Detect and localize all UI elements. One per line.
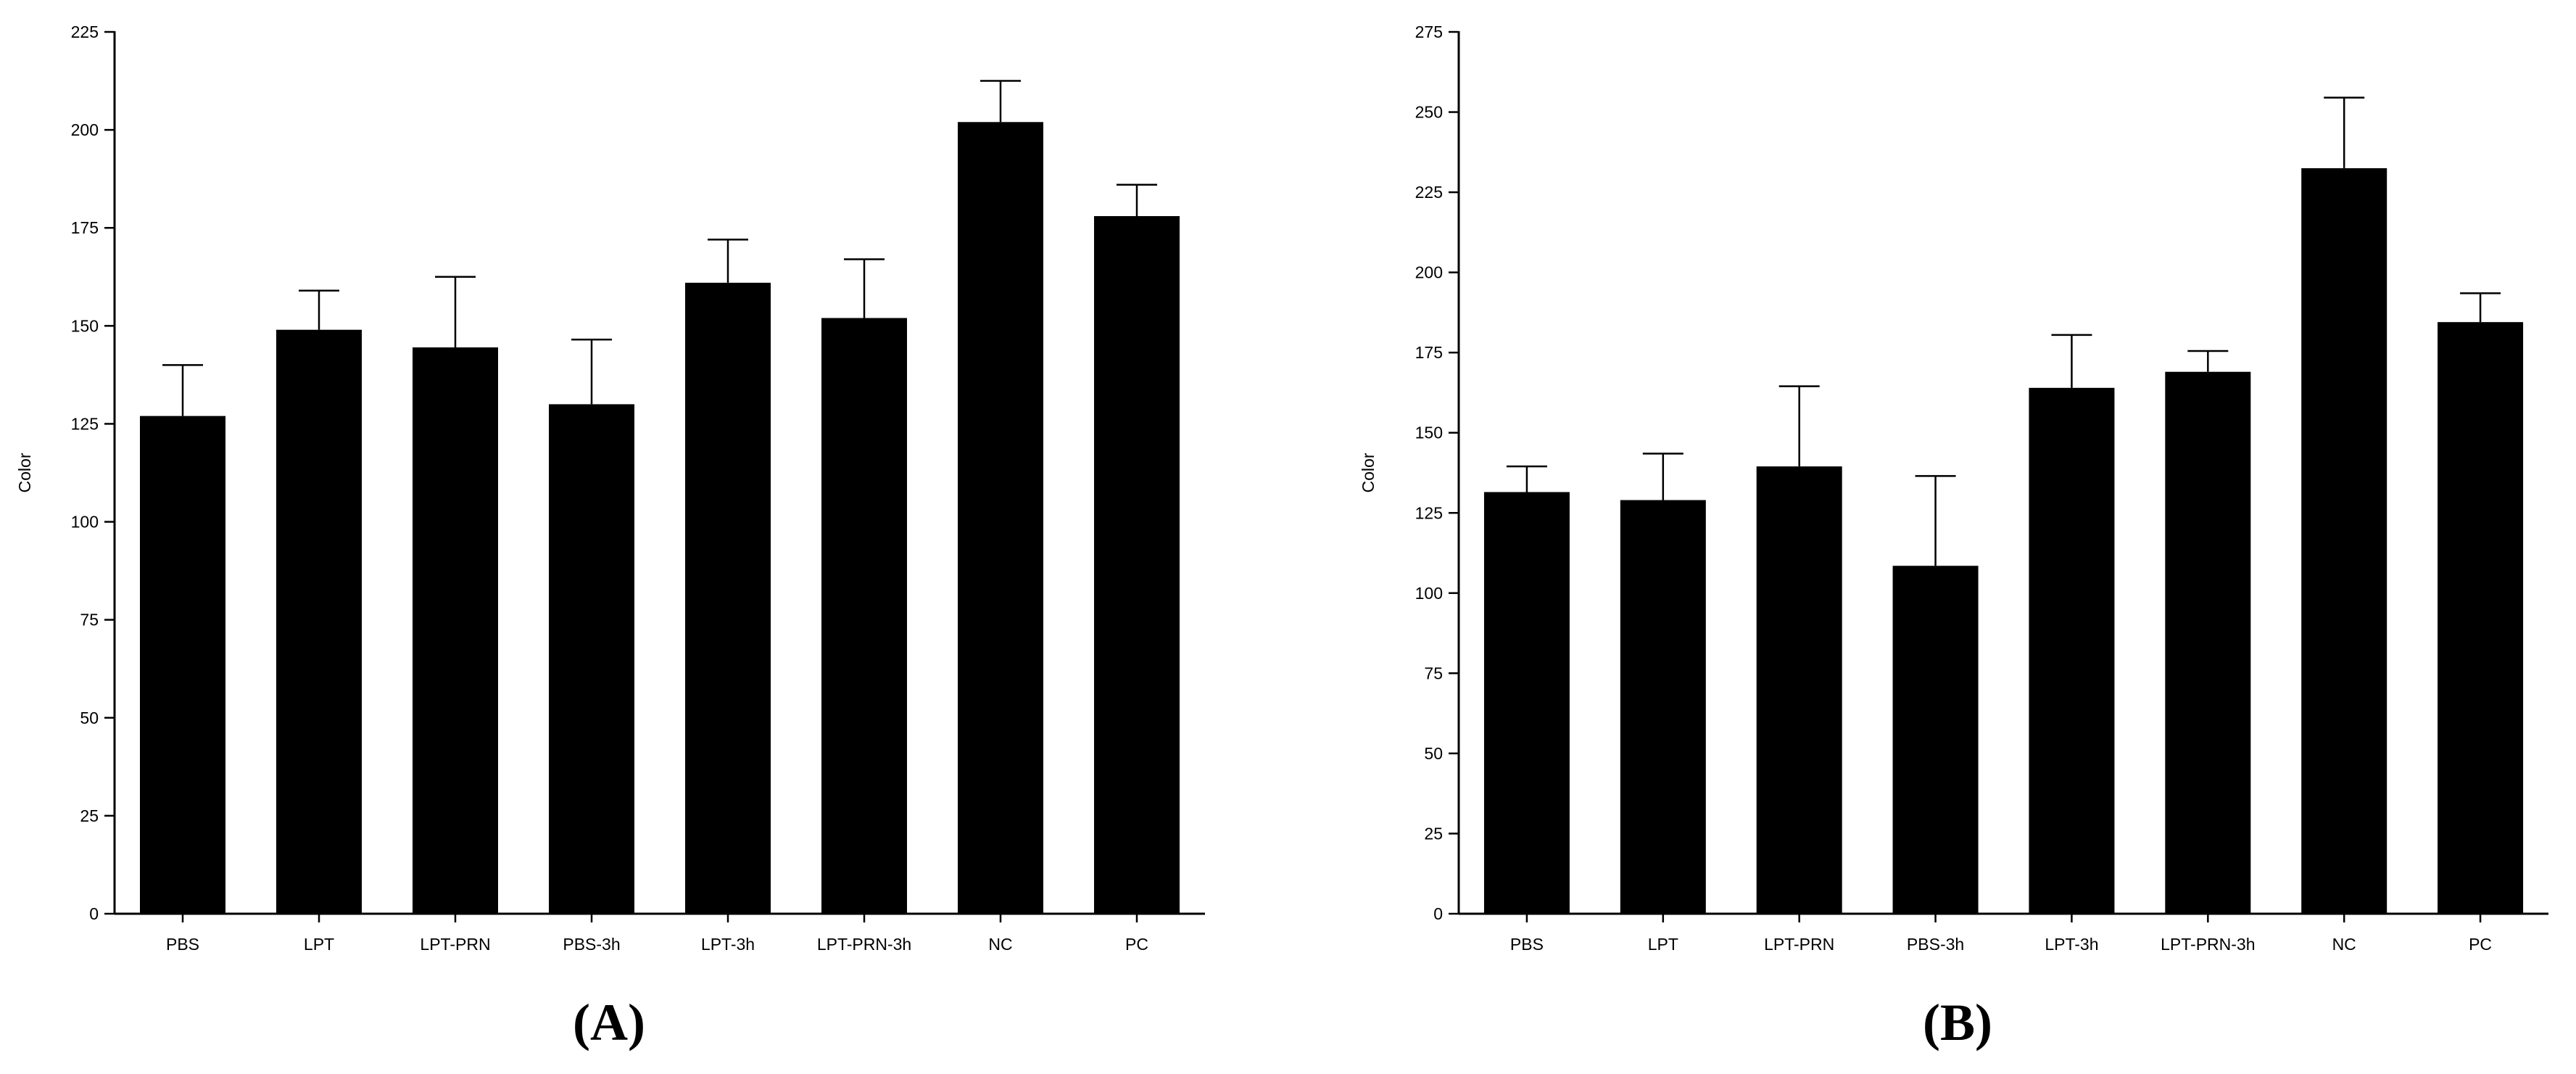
y-tick-label: 200 xyxy=(71,120,99,139)
y-tick-label: 150 xyxy=(1415,424,1443,442)
bar-lpt-prn-3h xyxy=(2165,371,2251,914)
x-tick-label: LPT-PRN-3h xyxy=(817,935,911,954)
y-tick-label: 225 xyxy=(71,22,99,41)
y-tick-label: 125 xyxy=(71,414,99,433)
panel-label: (B) xyxy=(1923,994,1992,1052)
y-tick-label: 100 xyxy=(1415,584,1443,603)
y-axis-title: Color xyxy=(15,453,34,492)
panel-label: (A) xyxy=(573,994,645,1052)
bar-lpt xyxy=(276,329,362,914)
bar-pbs-3h xyxy=(1892,566,1979,914)
y-tick-label: 0 xyxy=(89,904,99,923)
y-tick-label: 200 xyxy=(1415,263,1443,282)
bar-nc xyxy=(958,122,1043,914)
x-tick-label: PC xyxy=(2469,935,2492,954)
bar-lpt-prn-3h xyxy=(821,318,907,914)
y-tick-label: 175 xyxy=(1415,343,1443,362)
y-tick-label: 175 xyxy=(71,218,99,237)
bar-lpt xyxy=(1620,500,1706,914)
x-tick-label: LPT-PRN xyxy=(420,935,490,954)
x-tick-label: NC xyxy=(2332,935,2356,954)
bar-pbs xyxy=(1483,492,1570,914)
x-tick-label: PBS xyxy=(166,935,199,954)
bar-lpt-3h xyxy=(2029,387,2115,914)
y-axis-title: Color xyxy=(1359,453,1378,492)
bar-lpt-3h xyxy=(685,282,771,914)
x-tick-label: PBS xyxy=(1510,935,1544,954)
y-tick-label: 100 xyxy=(71,513,99,532)
bar-lpt-prn xyxy=(1756,466,1842,914)
x-tick-label: LPT xyxy=(304,935,334,954)
x-tick-label: PBS-3h xyxy=(563,935,620,954)
bar-pbs xyxy=(140,416,225,914)
bar-pc xyxy=(2438,322,2524,914)
y-tick-label: 125 xyxy=(1415,503,1443,522)
y-tick-label: 50 xyxy=(1424,744,1443,763)
x-tick-label: PBS-3h xyxy=(1907,935,1964,954)
x-tick-label: PC xyxy=(1125,935,1148,954)
y-tick-label: 25 xyxy=(80,806,99,825)
y-tick-label: 75 xyxy=(1424,664,1443,682)
y-tick-label: 50 xyxy=(80,709,99,727)
x-tick-label: LPT-PRN xyxy=(1764,935,1834,954)
chart-panel-b: 0 25 50 75 100 125 150 175 200 225 250 275 PBS LPT LPT… xyxy=(1359,22,2548,1052)
y-tick-label: 75 xyxy=(80,611,99,629)
x-tick-label: LPT-PRN-3h xyxy=(2161,935,2255,954)
y-tick-label: 25 xyxy=(1424,824,1443,843)
chart-panel-a: 0 25 50 75 100 125 150 175 200 225 PBS LPT LPT-PRN PB… xyxy=(15,22,1205,1052)
bar-pc xyxy=(1094,216,1180,914)
y-tick-label: 250 xyxy=(1415,103,1443,122)
y-tick-label: 0 xyxy=(1433,904,1443,923)
y-tick-label: 225 xyxy=(1415,183,1443,202)
x-tick-label: NC xyxy=(988,935,1012,954)
x-tick-label: LPT-3h xyxy=(701,935,755,954)
bar-nc xyxy=(2301,168,2387,914)
y-tick-label: 275 xyxy=(1415,22,1443,41)
bar-pbs-3h xyxy=(549,404,634,914)
x-tick-label: LPT-3h xyxy=(2045,935,2098,954)
bar-lpt-prn xyxy=(413,347,498,914)
y-tick-label: 150 xyxy=(71,316,99,335)
x-tick-label: LPT xyxy=(1648,935,1678,954)
